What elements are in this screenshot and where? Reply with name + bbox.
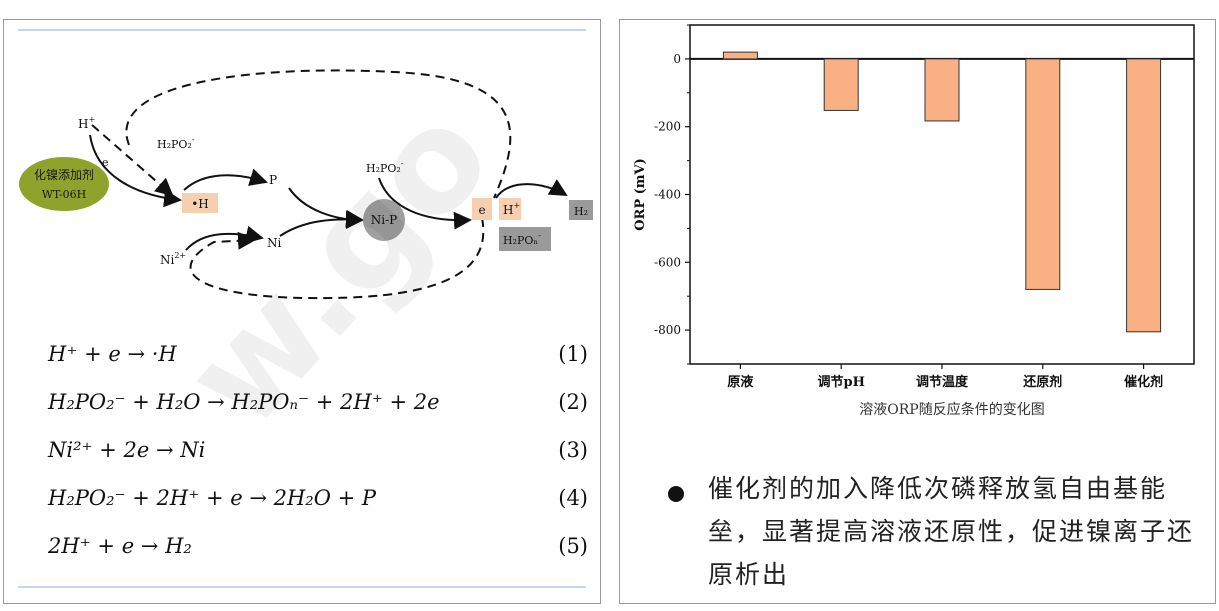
equation-number: (2) [558, 390, 588, 414]
dashed-loop-bottom [189, 217, 485, 300]
bar-3 [924, 58, 960, 122]
equation-number: (1) [558, 342, 588, 366]
nip-label: Ni-P [371, 213, 397, 227]
x-tick-label: 原液 [727, 374, 753, 390]
y-axis-label: ORP (mV) [633, 158, 648, 231]
arrow-ni2-to-ni [185, 225, 264, 251]
h2pon-label: H₂POₙ- [503, 231, 541, 247]
y-tick-label: -600 [654, 255, 681, 269]
equation-number: (3) [558, 438, 588, 462]
e-box [472, 198, 492, 220]
equation-5: 2H⁺ + e → H₂ (5) [48, 534, 588, 574]
equation-number: (5) [558, 534, 588, 558]
arrow-h2po2-to-e [378, 177, 472, 230]
arrow-h2po2-to-p [183, 168, 268, 191]
h2po2-label-left: H₂PO₂- [157, 135, 195, 151]
p-label: P [269, 173, 277, 187]
y-tick-label: -200 [654, 120, 681, 134]
h-plus-box-label: H+ [503, 201, 520, 217]
h2po2-label-right: H₂PO₂- [366, 159, 404, 175]
h2-box [569, 200, 593, 220]
dashed-to-h [91, 124, 174, 197]
x-tick-label: 还原剂 [1022, 374, 1062, 390]
bar-1 [722, 51, 758, 60]
top-divider [18, 29, 586, 31]
equation-text: Ni²⁺ + 2e → Ni [48, 438, 206, 462]
equation-2: H₂PO₂⁻ + H₂O → H₂POₙ⁻ + 2H⁺ + 2e (2) [48, 390, 588, 430]
h-plus-label: H+ [78, 115, 95, 131]
y-tick-label: -800 [654, 323, 681, 337]
additive-model: WT-06H [42, 188, 87, 201]
y-tick-label: 0 [673, 52, 681, 66]
equation-number: (4) [558, 486, 588, 510]
ni2-label: Ni2+ [160, 251, 186, 267]
equation-3: Ni²⁺ + 2e → Ni (3) [48, 438, 588, 478]
e-small-label: e [102, 156, 109, 169]
nip-circle [363, 199, 405, 241]
mechanism-panel: 化镍添加剂 WT-06H H+ e H₂PO₂- H₂PO₂- •H P Ni … [3, 19, 601, 604]
equation-4: H₂PO₂⁻ + 2H⁺ + e → 2H₂O + P (4) [48, 486, 588, 526]
x-tick-label: 调节温度 [916, 374, 969, 390]
additive-ellipse [19, 157, 109, 211]
radical-h-label: •H [191, 197, 209, 211]
arrow-h-to-radical [89, 134, 182, 208]
bullet-dot [668, 486, 684, 502]
equation-text: H₂PO₂⁻ + 2H⁺ + e → 2H₂O + P [48, 486, 376, 510]
orp-bar-chart: 0 -200 -400 -600 -800 ORP (mV) 原液 调节pH 调节温度 还原剂 催化… [633, 24, 1195, 418]
chart-caption: 溶液ORP随反应条件的变化图 [859, 401, 1044, 418]
chart-panel: 0 -200 -400 -600 -800 ORP (mV) 原液 调节pH 调节温度 还原剂 催化… [619, 19, 1216, 604]
h-plus-box [499, 198, 521, 220]
equation-text: 2H⁺ + e → H₂ [48, 534, 192, 558]
additive-title: 化镍添加剂 [34, 167, 94, 182]
reaction-diagram: 化镍添加剂 WT-06H H+ e H₂PO₂- H₂PO₂- •H P Ni … [19, 69, 593, 300]
h2pon-box [499, 227, 551, 251]
radical-h-box [182, 193, 218, 213]
bullet-text: 催化剂的加入降低次磷释放氢自由基能垒，显著提高溶液还原性，促进镍离子还原析出 [708, 474, 1195, 589]
equation-1: H⁺ + e → ·H (1) [48, 342, 588, 382]
h2-label: H₂ [574, 205, 588, 218]
arrow-p-to-nip [288, 187, 364, 229]
e-box-label: e [478, 203, 485, 217]
equation-text: H₂PO₂⁻ + H₂O → H₂POₙ⁻ + 2H⁺ + 2e [48, 390, 440, 414]
x-tick-label: 催化剂 [1124, 374, 1163, 390]
bar-4 [1025, 58, 1061, 290]
x-tick-label: 调节pH [818, 374, 865, 390]
y-tick-label: -400 [654, 188, 681, 202]
bar-5 [1126, 58, 1162, 333]
bottom-divider [18, 586, 586, 588]
bar-2 [823, 58, 859, 111]
arrow-e-to-h2 [495, 179, 568, 199]
arrow-ni-to-nip [279, 209, 364, 237]
ni-label: Ni [267, 236, 282, 250]
equation-text: H⁺ + e → ·H [48, 342, 177, 366]
dashed-loop-top [125, 69, 512, 199]
